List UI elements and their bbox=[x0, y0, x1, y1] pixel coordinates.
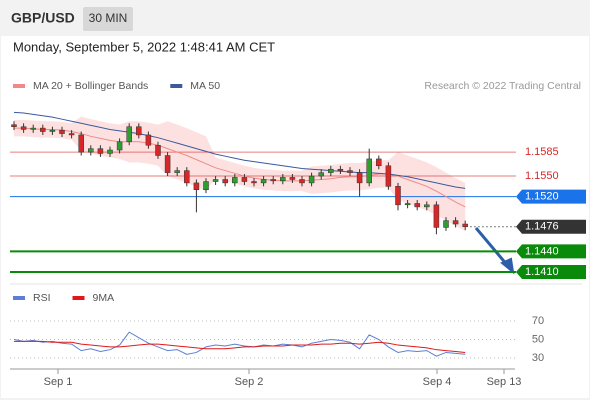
legend-label: 9MA bbox=[93, 292, 115, 304]
candle-body bbox=[289, 177, 296, 180]
candle-body bbox=[395, 186, 401, 206]
bollinger-band bbox=[14, 116, 466, 231]
candle-body bbox=[184, 170, 190, 184]
timestamp: Monday, September 5, 2022 1:48:41 AM CET bbox=[13, 39, 275, 54]
candle-body bbox=[193, 182, 200, 191]
credit: Research © 2022 Trading Central bbox=[424, 80, 581, 92]
rsi-line bbox=[14, 340, 466, 353]
level-label: 1.1476 bbox=[525, 221, 559, 233]
forecast-arrowhead bbox=[500, 257, 515, 275]
x-tick-label: Sep 2 bbox=[235, 376, 264, 388]
candle-body bbox=[462, 223, 468, 228]
level-box bbox=[516, 219, 586, 234]
rsi-tick-label: 70 bbox=[532, 315, 544, 327]
candle-body bbox=[337, 168, 344, 171]
candle-body bbox=[404, 203, 411, 206]
candle-body bbox=[414, 203, 420, 208]
candle-body bbox=[97, 148, 104, 154]
candle-body bbox=[116, 141, 123, 151]
candle-body bbox=[203, 181, 209, 191]
candle-body bbox=[385, 165, 392, 187]
candle-body bbox=[376, 158, 382, 167]
candle-body bbox=[68, 133, 75, 136]
legend-label: MA 20 + Bollinger Bands bbox=[33, 80, 148, 92]
candle-body bbox=[49, 129, 56, 132]
candle-body bbox=[308, 175, 315, 184]
candle-body bbox=[452, 220, 459, 225]
x-tick-label: Sep 4 bbox=[423, 376, 452, 388]
candle-body bbox=[347, 170, 353, 173]
candle-body bbox=[260, 179, 267, 184]
symbol: GBP/USD bbox=[11, 10, 75, 26]
interval-label[interactable]: 30 MIN bbox=[89, 11, 128, 25]
level-box bbox=[516, 264, 586, 279]
panel bbox=[1, 36, 589, 398]
candle-body bbox=[356, 172, 363, 184]
candle-body bbox=[78, 134, 84, 153]
rsi-tick-label: 30 bbox=[532, 352, 544, 364]
candle-body bbox=[318, 172, 324, 177]
candle-body bbox=[299, 179, 305, 184]
candle-body bbox=[155, 144, 161, 156]
candle-body bbox=[40, 127, 46, 132]
level-label: 1.1520 bbox=[525, 191, 559, 203]
x-tick-label: Sep 1 bbox=[44, 376, 73, 388]
level-box bbox=[516, 244, 586, 259]
candle-body bbox=[107, 149, 113, 154]
legend-label: RSI bbox=[33, 292, 51, 304]
candle-body bbox=[212, 179, 219, 182]
candle-body bbox=[88, 148, 94, 153]
forecast-arrow bbox=[474, 227, 510, 267]
x-tick-label: Sep 13 bbox=[487, 376, 522, 388]
candle-body bbox=[30, 127, 36, 130]
legend-label: MA 50 bbox=[190, 80, 220, 92]
level-box bbox=[516, 189, 586, 204]
candle-body bbox=[241, 177, 248, 182]
candle-body bbox=[328, 168, 334, 173]
candle-body bbox=[251, 181, 257, 184]
candle-body bbox=[20, 126, 27, 130]
candle-body bbox=[232, 177, 238, 184]
candle-body bbox=[366, 158, 372, 184]
interval-button[interactable] bbox=[83, 7, 133, 31]
candle-body bbox=[174, 170, 180, 173]
level-label: 1.1440 bbox=[525, 245, 559, 257]
candle-body bbox=[164, 155, 171, 173]
candle-body bbox=[126, 126, 132, 143]
rsi-line bbox=[13, 331, 466, 357]
level-label: 1.1550 bbox=[525, 170, 559, 182]
candle-body bbox=[270, 179, 276, 182]
candle-body bbox=[59, 129, 65, 134]
candle-body bbox=[433, 204, 440, 228]
candle-body bbox=[424, 204, 430, 208]
rsi-tick-label: 50 bbox=[532, 333, 544, 345]
candle-body bbox=[222, 179, 228, 184]
candle-body bbox=[443, 220, 449, 228]
candle-body bbox=[145, 134, 152, 146]
candle-body bbox=[136, 126, 142, 136]
level-label: 1.1410 bbox=[525, 266, 559, 278]
candle-body bbox=[11, 124, 17, 127]
candle-body bbox=[280, 177, 286, 182]
level-label: 1.1585 bbox=[525, 146, 559, 158]
